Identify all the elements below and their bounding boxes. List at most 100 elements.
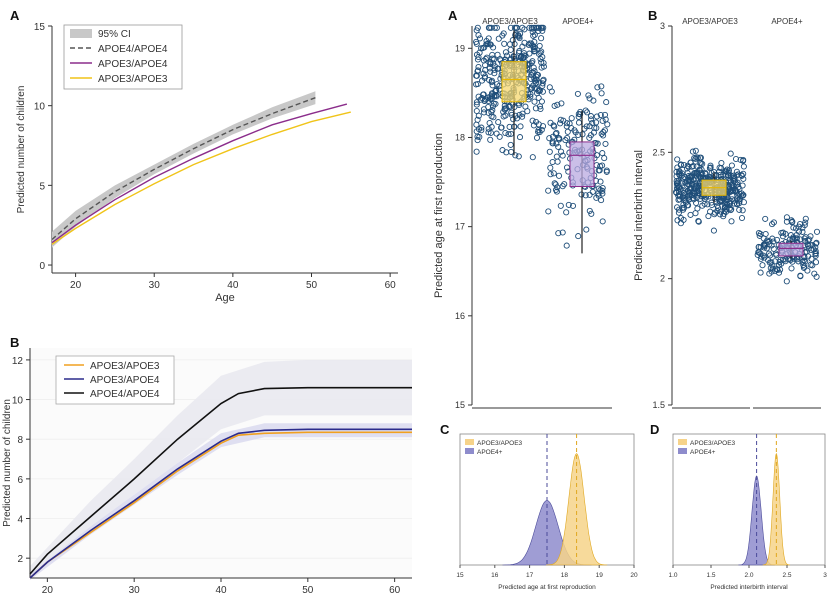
data-point <box>597 111 604 119</box>
data-point <box>502 49 509 56</box>
data-point <box>499 147 506 154</box>
group-label: APOE4+ <box>562 17 594 26</box>
data-point <box>524 108 531 115</box>
data-point <box>596 167 603 174</box>
data-point <box>536 103 544 110</box>
x-tick-label: 30 <box>149 280 161 291</box>
data-point <box>473 148 480 155</box>
data-point <box>599 117 606 124</box>
data-point <box>575 119 583 126</box>
data-point <box>762 230 769 238</box>
data-point <box>707 208 714 215</box>
data-point <box>491 70 498 77</box>
data-point <box>510 116 517 123</box>
data-point <box>711 211 718 218</box>
data-point <box>479 95 486 102</box>
data-point <box>583 226 590 233</box>
data-point <box>517 123 524 130</box>
data-point <box>531 98 538 105</box>
data-point <box>557 202 564 209</box>
box-iqr <box>778 242 804 257</box>
data-point <box>799 228 806 235</box>
data-point <box>722 168 729 175</box>
data-point <box>550 122 557 129</box>
data-point <box>499 32 506 39</box>
data-point <box>559 183 566 190</box>
panel-label: C <box>440 422 450 437</box>
x-tick-label: 30 <box>129 585 141 596</box>
data-point <box>551 102 558 109</box>
group-label: APOE4+ <box>771 17 803 26</box>
data-point <box>601 155 608 162</box>
data-point <box>600 132 607 139</box>
data-point <box>807 261 814 268</box>
data-point <box>717 198 724 206</box>
data-point <box>537 55 544 63</box>
x-tick-label: 60 <box>389 585 401 596</box>
y-tick-label: 17 <box>455 222 465 232</box>
data-point <box>485 97 492 105</box>
data-point <box>813 273 820 280</box>
data-point <box>778 260 785 267</box>
data-point <box>797 272 804 279</box>
data-point <box>507 46 514 53</box>
data-point <box>718 165 725 172</box>
x-tick-label: 18 <box>561 572 569 579</box>
data-point <box>696 159 703 167</box>
data-point <box>603 168 610 175</box>
data-point <box>755 243 762 250</box>
y-tick-label: 12 <box>12 356 24 367</box>
data-point <box>586 207 593 214</box>
y-tick-label: 3 <box>660 21 665 31</box>
data-point <box>582 107 589 114</box>
data-point <box>739 182 746 189</box>
x-tick-label: 20 <box>70 280 82 291</box>
data-point <box>531 75 538 82</box>
data-point <box>528 71 535 79</box>
data-point <box>559 229 566 236</box>
data-point <box>812 240 819 247</box>
data-point <box>589 188 596 195</box>
y-tick-label: 2 <box>660 274 665 284</box>
data-point <box>549 158 556 166</box>
data-point <box>533 134 541 141</box>
data-point <box>767 252 774 259</box>
legend-label: APOE4/APOE4 <box>90 389 160 400</box>
y-tick-label: 0 <box>39 261 45 272</box>
data-point <box>555 230 562 237</box>
data-point <box>728 206 735 213</box>
y-tick-label: 2 <box>17 554 23 565</box>
data-point <box>529 117 536 124</box>
data-point <box>502 129 509 137</box>
data-point <box>801 253 808 260</box>
y-tick-label: 10 <box>34 102 46 113</box>
data-point <box>685 196 692 203</box>
data-point <box>553 129 560 136</box>
y-tick-label: 16 <box>455 311 465 321</box>
data-point <box>799 224 806 231</box>
data-point <box>512 30 519 37</box>
data-point <box>774 266 781 274</box>
data-point <box>487 136 494 143</box>
data-point <box>521 39 528 46</box>
data-point <box>586 123 593 130</box>
data-point <box>727 150 734 157</box>
series-line <box>51 111 351 245</box>
data-point <box>516 35 523 42</box>
data-point <box>530 32 537 39</box>
data-point <box>813 228 821 235</box>
x-tick-label: 20 <box>42 585 54 596</box>
data-point <box>575 233 582 240</box>
legend-swatch <box>678 439 687 445</box>
legend-label: APOE4+ <box>477 449 503 456</box>
data-point <box>583 123 590 130</box>
data-point <box>601 111 609 118</box>
data-point <box>593 119 600 126</box>
data-point <box>558 100 565 107</box>
data-point <box>521 50 528 57</box>
legend-box <box>55 355 175 405</box>
data-point <box>677 161 684 168</box>
data-point <box>483 41 490 48</box>
density-area <box>762 452 791 566</box>
data-point <box>546 84 553 91</box>
